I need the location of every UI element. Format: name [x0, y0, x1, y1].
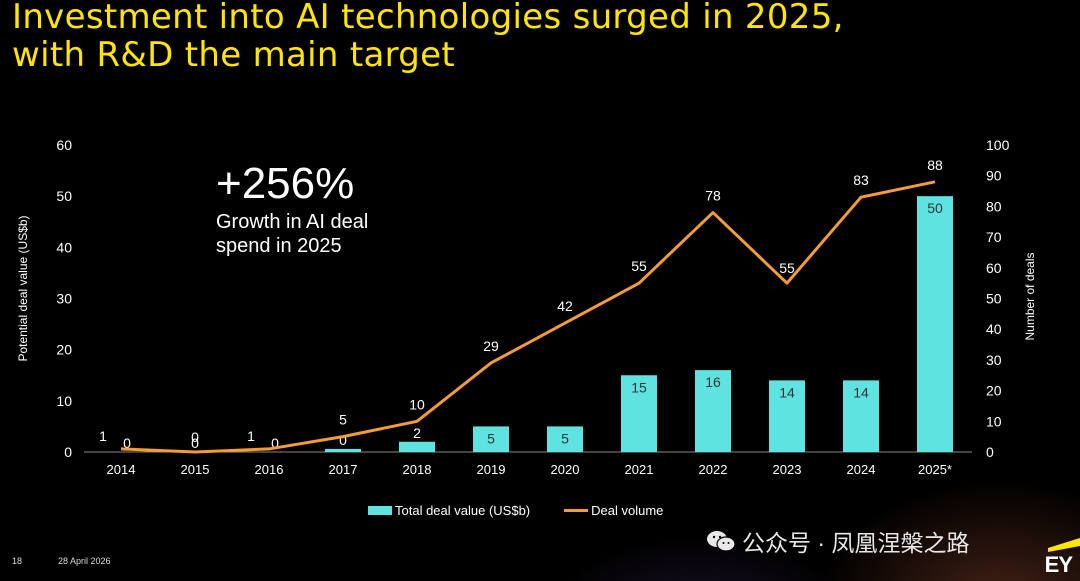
- y-tick-label: 0: [64, 444, 72, 460]
- line-value-label: 5: [339, 412, 347, 428]
- y-tick-label: 20: [56, 342, 72, 358]
- bar-value-label: 0: [123, 435, 131, 451]
- bar-value-label: 0: [339, 432, 347, 448]
- y2-tick-label: 0: [986, 444, 994, 460]
- x-tick-label: 2021: [625, 462, 654, 477]
- page-number: 18: [12, 556, 23, 566]
- bar-value-label: 14: [853, 384, 869, 400]
- bar-value-label: 15: [631, 379, 647, 395]
- bar: [547, 426, 583, 452]
- legend-bar-swatch: [368, 506, 392, 515]
- line-value-label: 55: [779, 260, 795, 276]
- y-tick-label: 30: [56, 291, 72, 307]
- y-tick-label: 10: [56, 393, 72, 409]
- bar: [917, 196, 953, 452]
- x-tick-label: 2019: [477, 462, 506, 477]
- legend-bar-label: Total deal value (US$b): [395, 503, 531, 518]
- legend-item-deal-volume: Deal volume: [564, 503, 663, 518]
- line-value-label: 78: [705, 188, 721, 204]
- y-tick-label: 40: [56, 239, 72, 255]
- growth-text: Growth in AI deal spend in 2025: [216, 211, 369, 257]
- page-title: Investment into AI technologies surged i…: [12, 0, 844, 74]
- y-tick-label: 50: [56, 188, 72, 204]
- title-line-2: with R&D the main target: [12, 35, 456, 75]
- y2-tick-label: 60: [986, 260, 1002, 276]
- y-tick-label: 60: [56, 137, 72, 153]
- x-tick-label: 2018: [403, 462, 432, 477]
- line-value-label: 29: [483, 338, 499, 354]
- bar: [399, 441, 435, 452]
- bar: [843, 380, 879, 452]
- bar-value-label: 16: [705, 374, 721, 390]
- legend-line-swatch: [564, 509, 589, 512]
- y2-tick-label: 50: [986, 291, 1002, 307]
- x-tick-label: 2015: [181, 462, 210, 477]
- x-tick-label: 2023: [773, 462, 802, 477]
- ey-logo-text: EY: [1044, 552, 1073, 577]
- growth-callout: +256% Growth in AI deal spend in 2025: [216, 158, 416, 258]
- line-value-label: 42: [557, 298, 573, 314]
- watermark: 公众号 · 凤凰涅槃之路: [706, 524, 969, 558]
- bar: [769, 380, 805, 452]
- chart-legend: Total deal value (US$b) Deal volume: [368, 503, 697, 518]
- y2-tick-label: 20: [986, 383, 1002, 399]
- x-tick-label: 2024: [847, 462, 876, 477]
- x-tick-label: 2022: [699, 462, 728, 477]
- y2-tick-label: 80: [986, 198, 1002, 214]
- bar: [621, 375, 657, 452]
- bar-value-label: 5: [487, 430, 495, 446]
- bar: [695, 370, 731, 452]
- legend-item-deal-value: Total deal value (US$b): [368, 503, 530, 518]
- y-axis-title: Potential deal value (US$b): [16, 215, 30, 361]
- line-value-label: 83: [853, 172, 869, 188]
- bar-value-label: 5: [561, 430, 569, 446]
- bar-value-label: 0: [271, 435, 279, 451]
- line-value-label: 1: [99, 428, 107, 444]
- x-tick-label: 2014: [107, 462, 136, 477]
- y2-tick-label: 40: [986, 321, 1002, 337]
- bar-value-label: 0: [191, 435, 199, 451]
- deal-chart: 01020304050600102030405060708090100Poten…: [16, 137, 1037, 477]
- line-value-label: 55: [631, 258, 647, 274]
- footer-date: 28 April 2026: [58, 556, 111, 566]
- y2-tick-label: 100: [986, 137, 1010, 153]
- line-value-label: 10: [409, 396, 425, 412]
- growth-value: +256%: [216, 159, 355, 208]
- deal-volume-line: [120, 180, 936, 454]
- y2-axis-title: Number of deals: [1023, 252, 1037, 340]
- x-tick-label: 2016: [255, 462, 284, 477]
- y2-tick-label: 30: [986, 352, 1002, 368]
- title-line-1: Investment into AI technologies surged i…: [12, 0, 844, 37]
- bar-value-label: 14: [779, 384, 795, 400]
- bar: [325, 448, 361, 452]
- watermark-text: 公众号 · 凤凰涅槃之路: [742, 530, 970, 556]
- wechat-icon: [706, 529, 736, 553]
- x-tick-label: 2017: [329, 462, 358, 477]
- bar-value-label: 2: [413, 425, 421, 441]
- x-tick-label: 2025*: [918, 462, 952, 477]
- ey-logo: EY: [1030, 530, 1080, 580]
- x-tick-label: 2020: [551, 462, 580, 477]
- bar: [473, 426, 509, 452]
- bar-value-label: 50: [927, 200, 943, 216]
- line-value-label: 1: [247, 428, 255, 444]
- y2-tick-label: 90: [986, 168, 1002, 184]
- line-value-label: 0: [191, 429, 199, 445]
- legend-line-label: Deal volume: [591, 503, 664, 518]
- y2-tick-label: 70: [986, 229, 1002, 245]
- y2-tick-label: 10: [986, 413, 1002, 429]
- line-value-label: 88: [927, 157, 943, 173]
